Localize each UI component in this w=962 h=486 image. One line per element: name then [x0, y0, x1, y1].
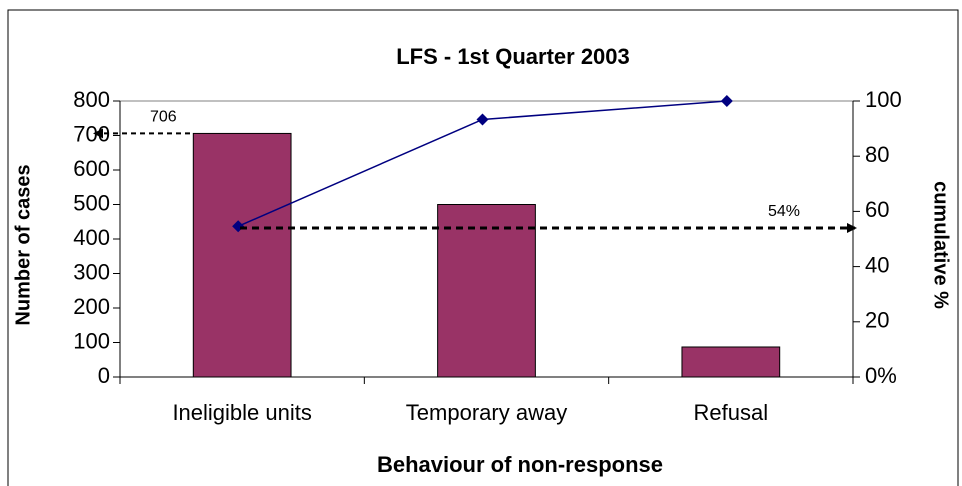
y2-tick-label: 20 [865, 308, 889, 333]
y2-axis-label: cumulative % [930, 181, 952, 309]
y-tick-label: 0 [98, 363, 110, 388]
x-tick-label: Temporary away [405, 400, 568, 425]
annotation-label: 54% [768, 203, 800, 220]
y-tick-label: 400 [73, 225, 110, 250]
annotation-label: 706 [150, 109, 177, 126]
y2-tick-label: 100 [865, 87, 902, 112]
y-tick-label: 700 [73, 121, 110, 146]
y-tick-label: 300 [73, 259, 110, 284]
line-marker [720, 95, 733, 107]
x-tick-label: Ineligible units [172, 400, 312, 425]
y2-tick-label: 0% [865, 363, 897, 388]
x-axis-label: Behaviour of non-response [377, 452, 663, 477]
y2-tick-label: 80 [865, 142, 889, 167]
y-axis-label: Number of cases [12, 164, 34, 325]
x-tick-label: Refusal [693, 400, 769, 425]
y-tick-label: 800 [73, 87, 110, 112]
y2-tick-label: 60 [865, 197, 889, 222]
y-tick-label: 100 [73, 328, 110, 353]
line-marker [476, 113, 489, 126]
y-tick-label: 500 [73, 190, 110, 215]
y-tick-label: 200 [73, 294, 110, 319]
bar [681, 346, 781, 378]
y2-tick-label: 40 [865, 252, 889, 277]
chart-title: LFS - 1st Quarter 2003 [396, 44, 630, 69]
bar [437, 204, 536, 378]
bar [192, 132, 292, 378]
y-tick-label: 600 [73, 156, 110, 181]
